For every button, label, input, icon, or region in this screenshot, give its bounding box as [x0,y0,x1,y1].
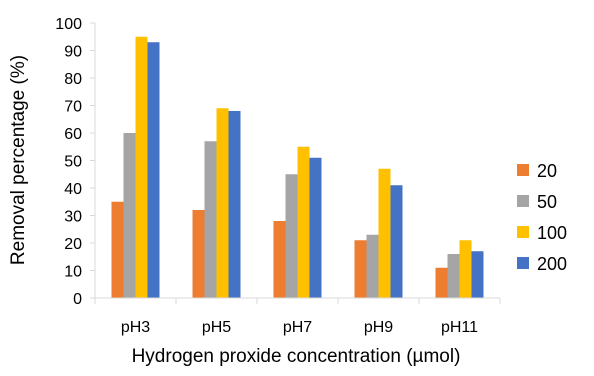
bar-pH3-20 [111,201,124,298]
legend-label: 200 [537,254,567,274]
legend-label: 100 [537,223,567,243]
y-tick-label: 40 [64,181,82,198]
bar-pH3-50 [123,133,136,298]
y-tick-label: 100 [55,16,82,33]
y-tick-label: 10 [64,264,82,281]
bar-pH7-50 [285,174,298,298]
y-tick-label: 70 [64,99,82,116]
bar-pH9-50 [366,234,379,298]
bar-pH11-20 [435,267,448,298]
bar-pH5-200 [228,111,241,298]
bar-pH11-100 [459,240,472,298]
y-axis-title: Removal percentage (%) [8,55,29,265]
legend-swatch-50 [517,195,529,207]
y-tick-label: 60 [64,126,82,143]
bar-pH11-200 [471,251,484,298]
y-tick-label: 80 [64,71,82,88]
x-category-label: pH11 [441,319,478,336]
x-axis-ticks: pH3 pH5 pH7 pH9 pH11 [94,298,501,336]
y-tick-label: 90 [64,44,82,61]
legend-label: 50 [537,192,557,212]
bar-pH7-20 [273,221,286,298]
bar-pH5-20 [192,210,205,298]
legend-swatch-20 [517,164,529,176]
y-tick-label: 30 [64,209,82,226]
legend: 20 50 100 200 [517,161,567,274]
bar-pH3-200 [147,42,160,298]
y-tick-label: 50 [64,154,82,171]
y-tick-label: 0 [73,291,82,308]
y-tick-label: 20 [64,236,82,253]
legend-label: 20 [537,161,557,181]
legend-swatch-100 [517,226,529,238]
bar-pH9-20 [354,240,367,298]
x-category-label: pH9 [364,319,393,336]
bar-pH11-50 [447,254,460,298]
bar-pH9-100 [378,168,391,298]
y-axis-ticks: 0 10 20 30 40 50 60 70 80 90 100 [55,16,96,308]
x-category-label: pH5 [202,319,231,336]
x-category-label: pH3 [121,319,150,336]
bar-pH5-100 [216,108,229,298]
bar-pH3-100 [135,36,148,298]
bar-pH7-100 [297,146,310,298]
bars [111,36,484,298]
bar-pH9-200 [390,185,403,298]
x-axis-title: Hydrogen proxide concentration (µmol) [132,346,461,367]
x-category-label: pH7 [283,319,312,336]
bar-pH5-50 [204,141,217,298]
legend-swatch-200 [517,257,529,269]
bar-pH7-200 [309,157,322,298]
